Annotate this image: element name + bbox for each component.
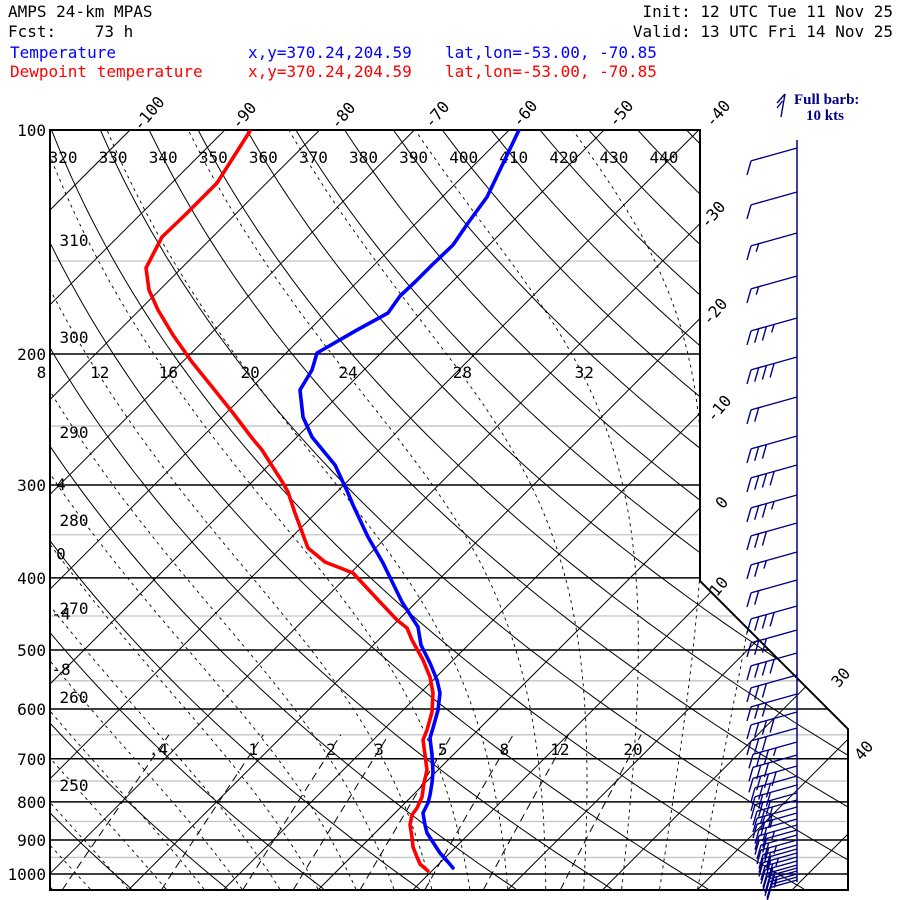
svg-text:1: 1 (248, 740, 258, 759)
temperature-latlon: lat,lon=-53.00, -70.85 (445, 43, 657, 62)
svg-text:390: 390 (399, 148, 428, 167)
temperature-legend-label: Temperature (10, 43, 116, 62)
svg-text:370: 370 (299, 148, 328, 167)
svg-text:-20: -20 (698, 294, 731, 328)
svg-text:-4: -4 (51, 605, 70, 624)
full-barb-legend-line2: 10 kts (806, 108, 844, 124)
dewpoint-grid-xy: x,y=370.24,204.59 (248, 62, 412, 81)
svg-text:600: 600 (17, 700, 46, 719)
svg-text:-30: -30 (696, 197, 729, 231)
svg-text:32: 32 (575, 363, 594, 382)
svg-text:280: 280 (60, 511, 89, 530)
svg-text:500: 500 (17, 641, 46, 660)
svg-text:360: 360 (249, 148, 278, 167)
full-barb-legend-line1: Full barb: (794, 92, 860, 108)
svg-text:800: 800 (17, 793, 46, 812)
temperature-curve (298, 130, 521, 870)
dewpoint-legend-label: Dewpoint temperature (10, 62, 203, 81)
svg-text:-100: -100 (129, 93, 168, 135)
svg-text:8: 8 (499, 740, 509, 759)
svg-text:-40: -40 (701, 96, 734, 130)
svg-text:8: 8 (37, 363, 47, 382)
svg-text:270: 270 (60, 599, 89, 618)
svg-text:.4: .4 (149, 740, 168, 759)
svg-text:12: 12 (550, 740, 569, 759)
svg-text:330: 330 (99, 148, 128, 167)
svg-text:0: 0 (711, 493, 732, 513)
svg-text:260: 260 (60, 688, 89, 707)
svg-text:300: 300 (17, 476, 46, 495)
svg-text:20: 20 (240, 363, 259, 382)
svg-text:-90: -90 (227, 98, 260, 132)
svg-text:16: 16 (159, 363, 178, 382)
svg-text:300: 300 (60, 328, 89, 347)
svg-text:250: 250 (60, 776, 89, 795)
svg-text:440: 440 (650, 148, 679, 167)
svg-text:340: 340 (149, 148, 178, 167)
svg-text:12: 12 (90, 363, 109, 382)
svg-text:-80: -80 (326, 98, 359, 132)
svg-text:1000: 1000 (7, 865, 46, 884)
svg-text:700: 700 (17, 750, 46, 769)
svg-text:400: 400 (449, 148, 478, 167)
model-title: AMPS 24-km MPAS (8, 2, 153, 21)
svg-text:0: 0 (56, 544, 66, 563)
svg-text:200: 200 (17, 345, 46, 364)
forecast-hour: Fcst: 73 h (8, 22, 134, 41)
svg-text:4: 4 (56, 475, 66, 494)
svg-text:28: 28 (453, 363, 472, 382)
svg-text:-8: -8 (51, 660, 70, 679)
temperature-grid-xy: x,y=370.24,204.59 (248, 43, 412, 62)
init-time: Init: 12 UTC Tue 11 Nov 25 (642, 2, 893, 21)
svg-text:3: 3 (374, 740, 384, 759)
svg-text:30: 30 (827, 664, 854, 691)
svg-text:-60: -60 (508, 96, 541, 130)
valid-time: Valid: 13 UTC Fri 14 Nov 25 (632, 22, 893, 41)
dewpoint-latlon: lat,lon=-53.00, -70.85 (445, 62, 657, 81)
svg-text:-10: -10 (702, 391, 735, 425)
plot-border (49, 129, 849, 891)
svg-text:420: 420 (549, 148, 578, 167)
svg-text:-50: -50 (604, 96, 637, 130)
svg-text:2: 2 (326, 740, 336, 759)
svg-text:430: 430 (599, 148, 628, 167)
svg-text:380: 380 (349, 148, 378, 167)
svg-text:40: 40 (850, 737, 877, 764)
svg-text:10: 10 (705, 573, 732, 600)
svg-text:20: 20 (623, 740, 642, 759)
svg-text:350: 350 (199, 148, 228, 167)
wind-barb-column (746, 93, 798, 900)
dewpoint-curve (144, 130, 435, 873)
svg-text:24: 24 (338, 363, 357, 382)
svg-text:290: 290 (60, 423, 89, 442)
full-barb-legend-icon (776, 93, 786, 118)
svg-text:-70: -70 (420, 97, 453, 131)
svg-text:320: 320 (49, 148, 78, 167)
svg-text:5: 5 (438, 740, 448, 759)
svg-text:400: 400 (17, 569, 46, 588)
svg-text:100: 100 (17, 121, 46, 140)
svg-text:310: 310 (60, 231, 89, 250)
svg-text:900: 900 (17, 831, 46, 850)
